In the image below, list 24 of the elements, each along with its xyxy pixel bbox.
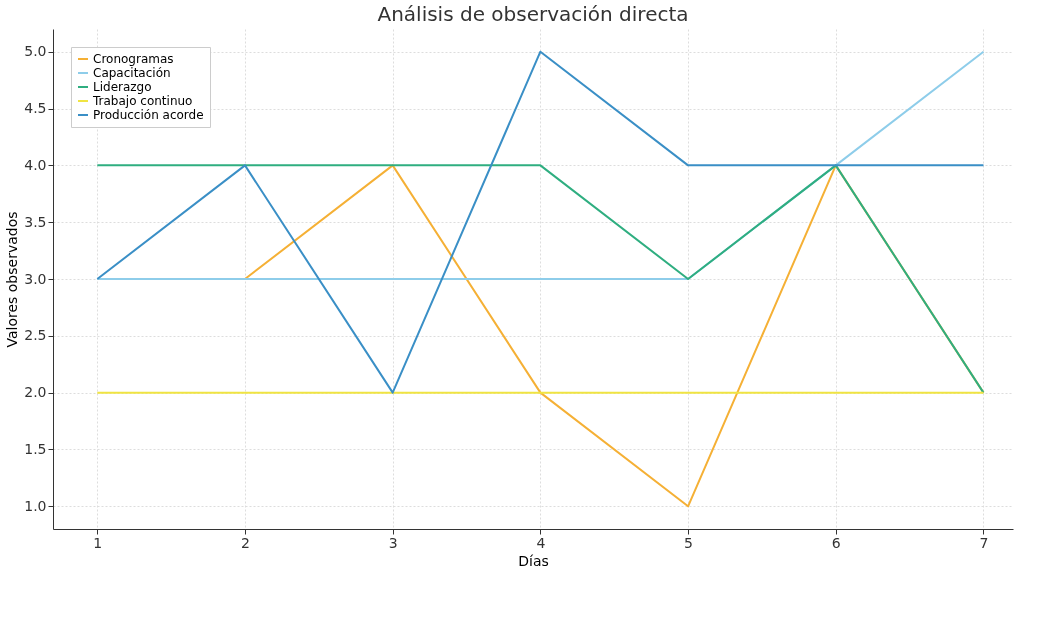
legend-label: Capacitación [93, 66, 171, 80]
legend-label: Trabajo continuo [92, 94, 193, 108]
x-tick-label: 6 [831, 534, 841, 551]
chart-title: Análisis de observación directa [377, 2, 689, 26]
x-tick-label: 4 [536, 534, 546, 551]
y-tick-label: 2.0 [24, 384, 47, 401]
y-tick-label: 3.5 [24, 213, 47, 230]
y-tick-label: 1.5 [24, 440, 47, 457]
y-axis-title: Valores observados [4, 211, 21, 348]
legend-label: Producción acorde [93, 108, 204, 122]
y-tick-label: 5.0 [24, 43, 47, 60]
x-tick-label: 1 [93, 534, 103, 551]
x-tick-label: 2 [241, 534, 250, 551]
x-tick-label: 5 [684, 534, 694, 551]
y-tick-label: 1.0 [24, 497, 47, 514]
x-tick-label: 7 [979, 534, 989, 551]
legend-label: Liderazgo [93, 80, 152, 94]
x-tick-label: 3 [388, 534, 398, 551]
y-tick-label: 2.5 [24, 327, 47, 344]
y-tick-label: 4.0 [24, 156, 47, 173]
x-axis-title: Días [518, 552, 549, 569]
legend-label: Cronogramas [93, 52, 174, 66]
y-tick-label: 3.0 [24, 270, 47, 287]
y-tick-label: 4.5 [24, 100, 47, 117]
